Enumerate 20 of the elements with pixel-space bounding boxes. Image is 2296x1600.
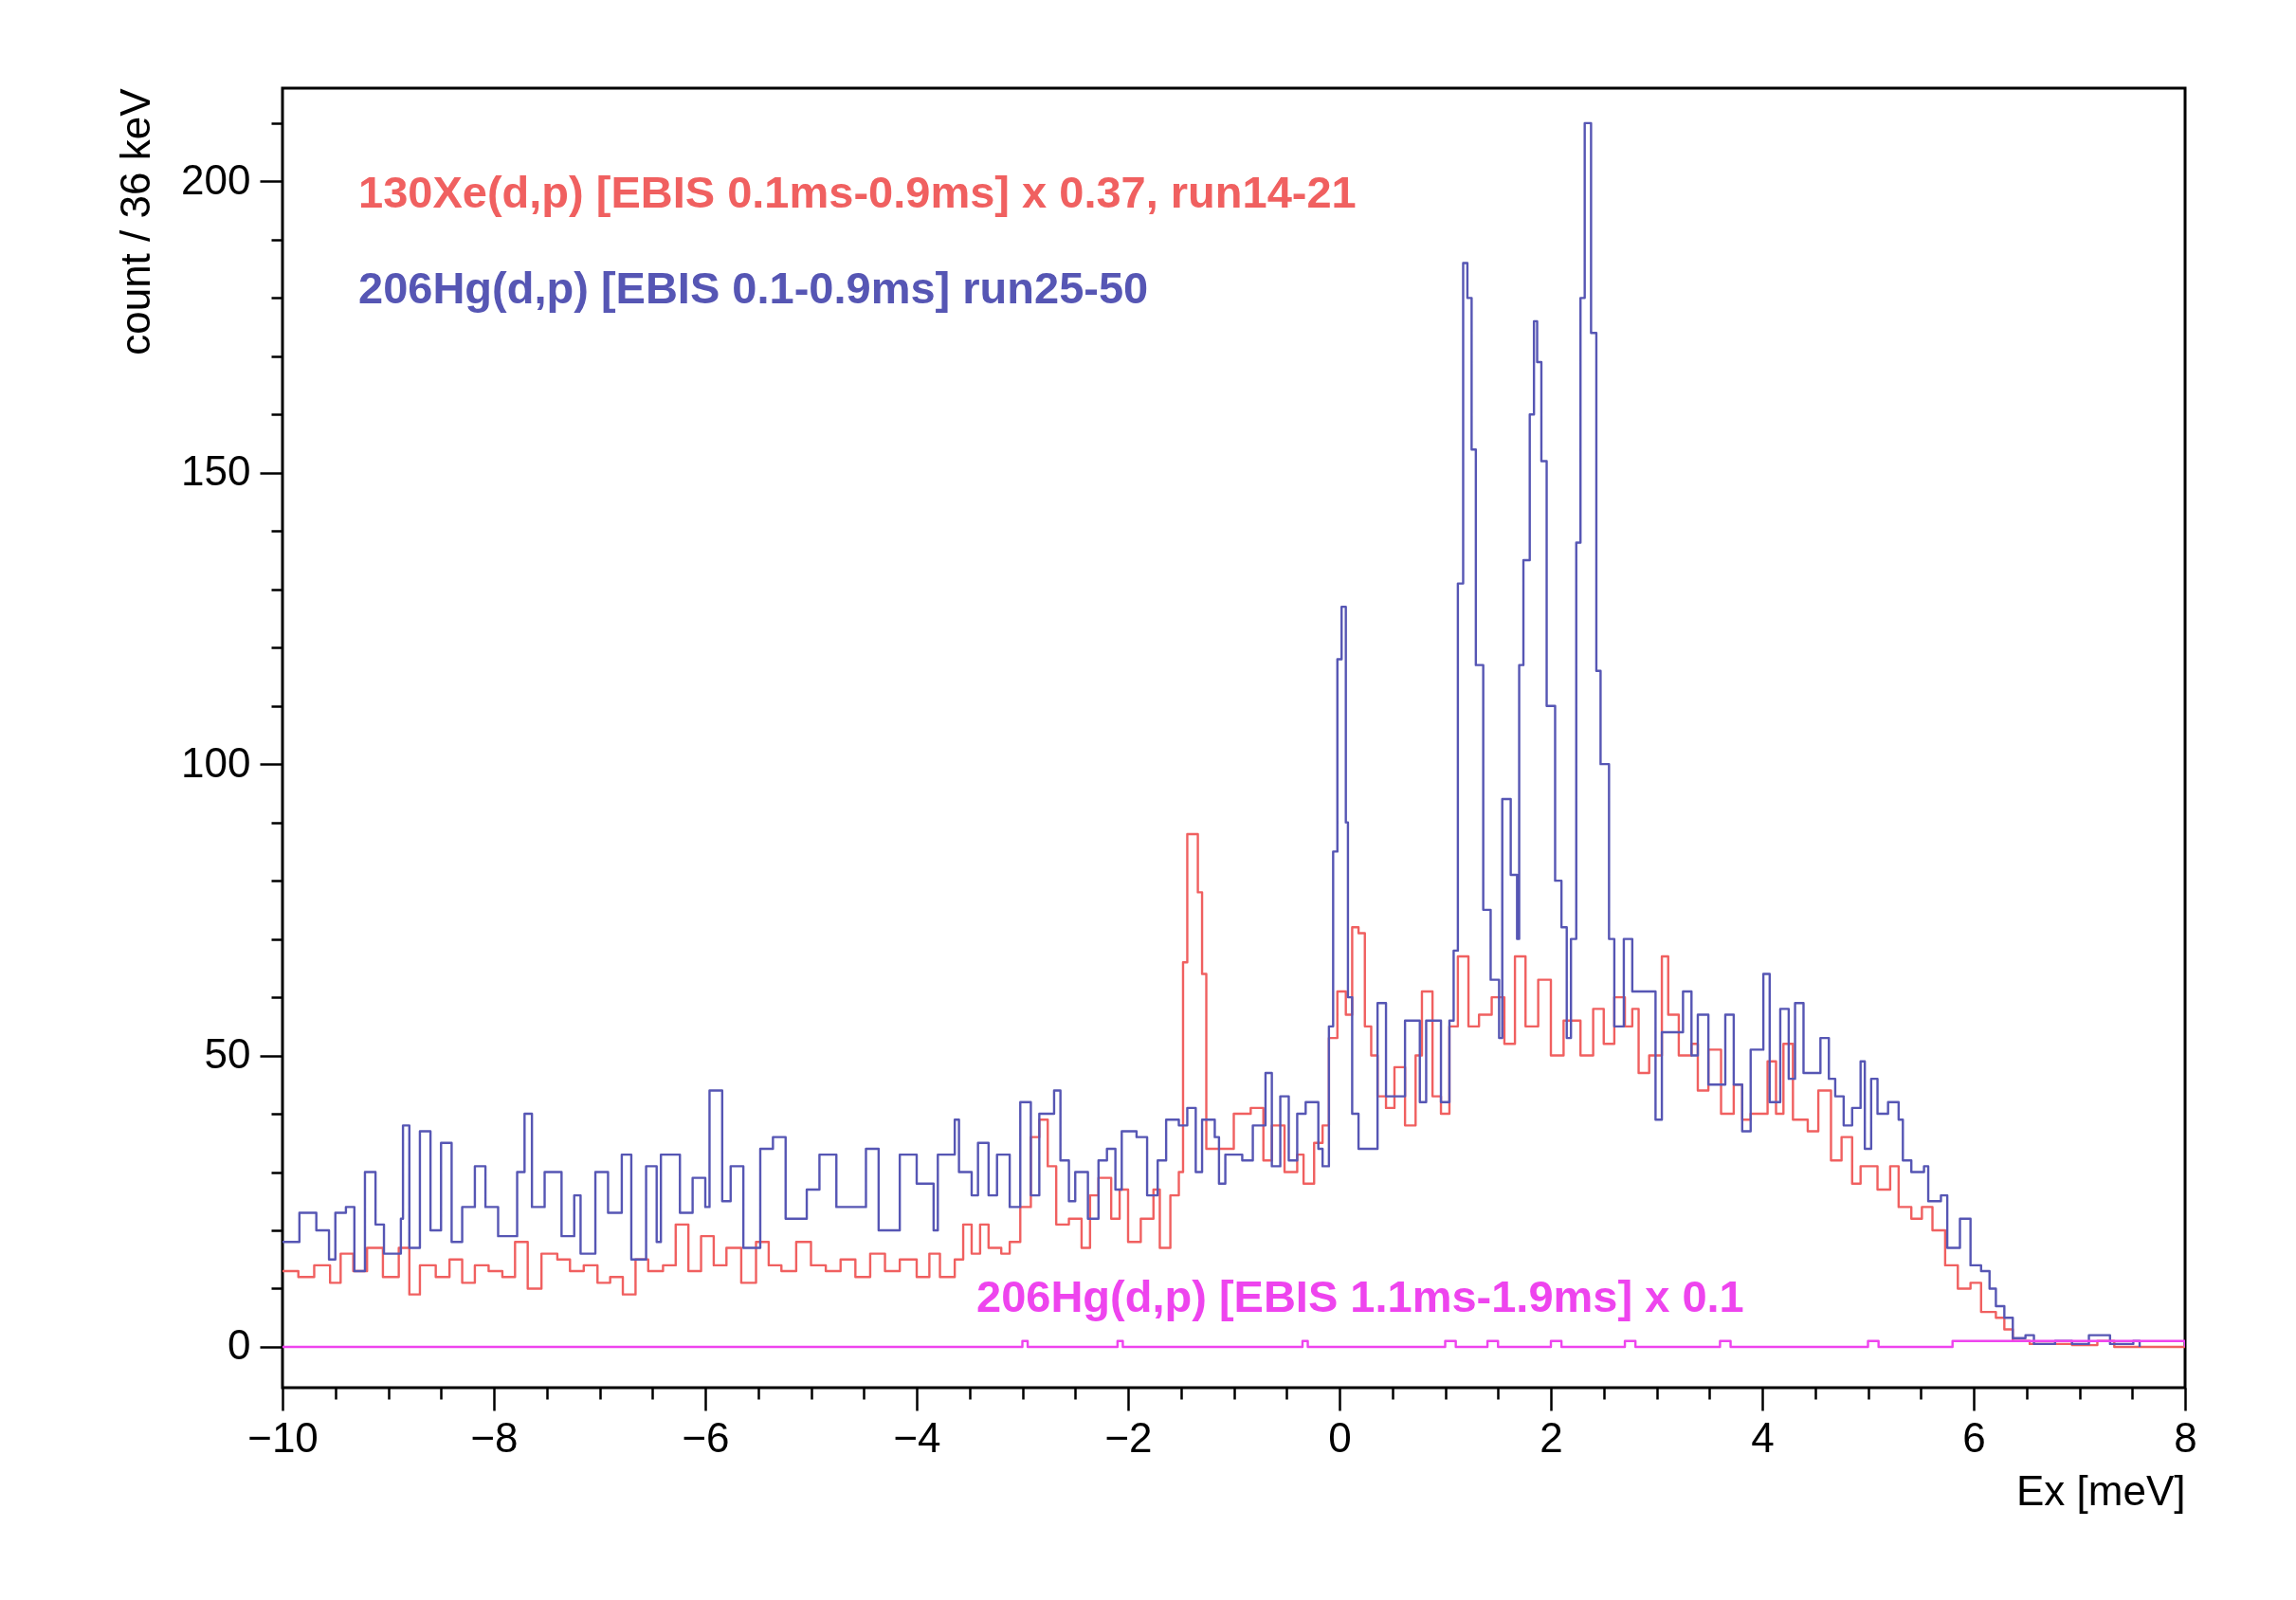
x-tick-label: −4 <box>893 1413 941 1461</box>
y-tick-label: 0 <box>228 1321 251 1369</box>
text: 130Xe(d,p) [EBIS 0.1ms-0.9ms] x 0.37, run14-21 <box>358 167 1357 217</box>
x-tick-label: 4 <box>1751 1413 1775 1461</box>
x-axis-title: Ex [meV] <box>2016 1466 2186 1514</box>
x-tick-label: 2 <box>1540 1413 1563 1461</box>
x-tick-label: 8 <box>2174 1413 2197 1461</box>
x-tick-label: −8 <box>470 1413 519 1461</box>
y-tick-label: 100 <box>181 738 251 786</box>
text: 206Hg(d,p) [EBIS 0.1-0.9ms] run25-50 <box>358 263 1149 313</box>
y-axis-title: count / 36 keV <box>112 87 159 355</box>
x-tick-label: −10 <box>247 1413 319 1461</box>
x-tick-label: 6 <box>1962 1413 1986 1461</box>
y-tick-label: 150 <box>181 447 251 495</box>
x-tick-label: −2 <box>1104 1413 1153 1461</box>
x-tick-label: −6 <box>682 1413 730 1461</box>
y-tick-label: 200 <box>181 155 251 203</box>
x-tick-label: 0 <box>1328 1413 1352 1461</box>
series-label: 206Hg(d,p) [EBIS 1.1ms-1.9ms] x 0.1 <box>976 1271 1744 1321</box>
y-tick-label: 50 <box>204 1030 251 1078</box>
